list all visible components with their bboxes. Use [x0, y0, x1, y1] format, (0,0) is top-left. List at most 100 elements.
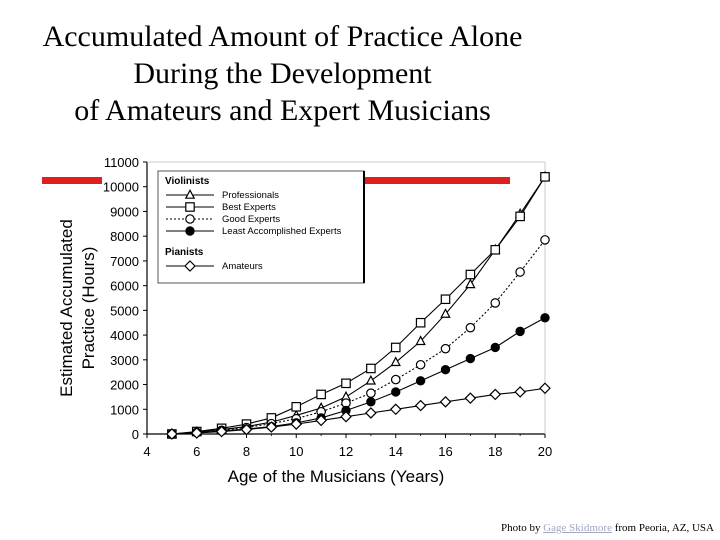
legend-marker: [185, 214, 195, 224]
x-tick-label: 10: [289, 444, 303, 459]
legend-heading: Violinists: [165, 176, 210, 187]
data-point: [540, 235, 550, 245]
data-point: [390, 356, 401, 367]
data-point: [415, 376, 426, 386]
data-point: [265, 421, 278, 433]
highlight-bar-right: [365, 177, 510, 184]
data-point: [366, 363, 376, 374]
series-amateurs: [166, 382, 551, 440]
series-line: [171, 239, 546, 435]
data-point: [390, 342, 401, 353]
data-point: [190, 427, 203, 439]
y-tick-label: 2000: [110, 378, 139, 393]
y-axis-label-line-2: Practice (Hours): [79, 247, 98, 370]
y-tick-label: 3000: [110, 353, 139, 368]
legend-item-label: Good Experts: [222, 214, 280, 225]
data-point: [540, 313, 550, 323]
x-tick-label: 14: [389, 444, 403, 459]
data-point: [291, 402, 302, 412]
y-tick-label: 10000: [103, 180, 139, 195]
y-tick-label: 4000: [110, 328, 139, 343]
data-point: [490, 298, 501, 308]
legend-item-label: Professionals: [222, 190, 279, 201]
data-point: [465, 269, 476, 280]
data-point: [514, 386, 526, 398]
legend-item-label: Best Experts: [222, 202, 276, 213]
data-point: [465, 278, 476, 289]
data-point: [389, 403, 402, 416]
data-point: [366, 397, 376, 407]
title-line-1: Accumulated Amount of Practice Alone: [42, 20, 523, 53]
legend-marker: [185, 202, 195, 212]
y-axis-label: Estimated Accumulated Practice (Hours): [57, 219, 98, 397]
x-axis-label: Age of the Musicians (Years): [228, 467, 445, 486]
data-point: [465, 353, 476, 364]
data-point: [365, 407, 377, 419]
y-axis-label-line-1: Estimated Accumulated: [57, 219, 76, 397]
title-line-3: of Amateurs and Expert Musicians: [74, 94, 491, 127]
data-point: [490, 244, 501, 255]
x-tick-label: 18: [488, 444, 502, 459]
data-point: [490, 342, 500, 353]
data-point: [391, 387, 401, 397]
data-point: [515, 211, 525, 222]
y-tick-label: 9000: [110, 204, 139, 219]
data-point: [515, 326, 525, 337]
series-line: [171, 176, 546, 435]
data-point: [464, 392, 477, 404]
data-point: [415, 317, 426, 328]
data-point: [390, 374, 401, 385]
data-point: [315, 414, 327, 427]
legend-item-label: Least Accomplished Experts: [222, 226, 342, 237]
data-point: [440, 294, 451, 305]
title-line-2: During the Development: [133, 57, 432, 90]
photo-credit: Photo by Gage Skidmore from Peoria, AZ, …: [501, 522, 714, 534]
x-tick-label: 8: [243, 444, 250, 459]
credit-author-link[interactable]: Gage Skidmore: [543, 522, 612, 534]
legend-marker: [185, 226, 195, 236]
highlight-bar-left: [42, 177, 102, 184]
data-point: [240, 423, 253, 436]
data-point: [465, 322, 476, 333]
data-point: [215, 425, 228, 438]
data-point: [540, 172, 550, 182]
data-point: [439, 396, 452, 408]
data-point: [341, 378, 351, 389]
data-point: [539, 382, 551, 395]
legend-item-label: Amateurs: [222, 261, 263, 272]
data-point: [415, 335, 426, 346]
data-point: [489, 388, 502, 401]
credit-prefix: Photo by: [501, 522, 544, 534]
data-point: [415, 359, 426, 370]
y-tick-label: 7000: [110, 254, 139, 269]
data-point: [366, 388, 376, 398]
y-tick-label: 0: [132, 427, 139, 442]
data-point: [440, 308, 451, 318]
legend-marker: [184, 189, 196, 199]
y-tick-label: 5000: [110, 303, 139, 318]
legend-marker: [184, 260, 196, 272]
data-point: [290, 418, 303, 430]
y-tick-label: 8000: [110, 229, 139, 244]
data-point: [340, 410, 352, 423]
y-tick-label: 6000: [110, 279, 139, 294]
x-tick-label: 4: [143, 444, 150, 459]
legend-heading: Pianists: [165, 247, 204, 258]
data-point: [316, 389, 326, 400]
data-point: [166, 428, 178, 440]
y-tick-label: 11000: [104, 155, 139, 170]
credit-suffix: from Peoria, AZ, USA: [611, 522, 714, 534]
data-point: [515, 267, 525, 277]
data-point: [414, 399, 427, 412]
series-line: [171, 387, 546, 435]
y-tick-label: 1000: [110, 402, 139, 417]
data-point: [365, 374, 377, 385]
data-point: [440, 365, 451, 375]
slide-title: Accumulated Amount of Practice Alone Dur…: [0, 18, 565, 129]
series-line: [171, 176, 546, 435]
x-tick-label: 16: [438, 444, 452, 459]
data-point: [440, 343, 451, 354]
x-tick-label: 20: [538, 444, 552, 459]
